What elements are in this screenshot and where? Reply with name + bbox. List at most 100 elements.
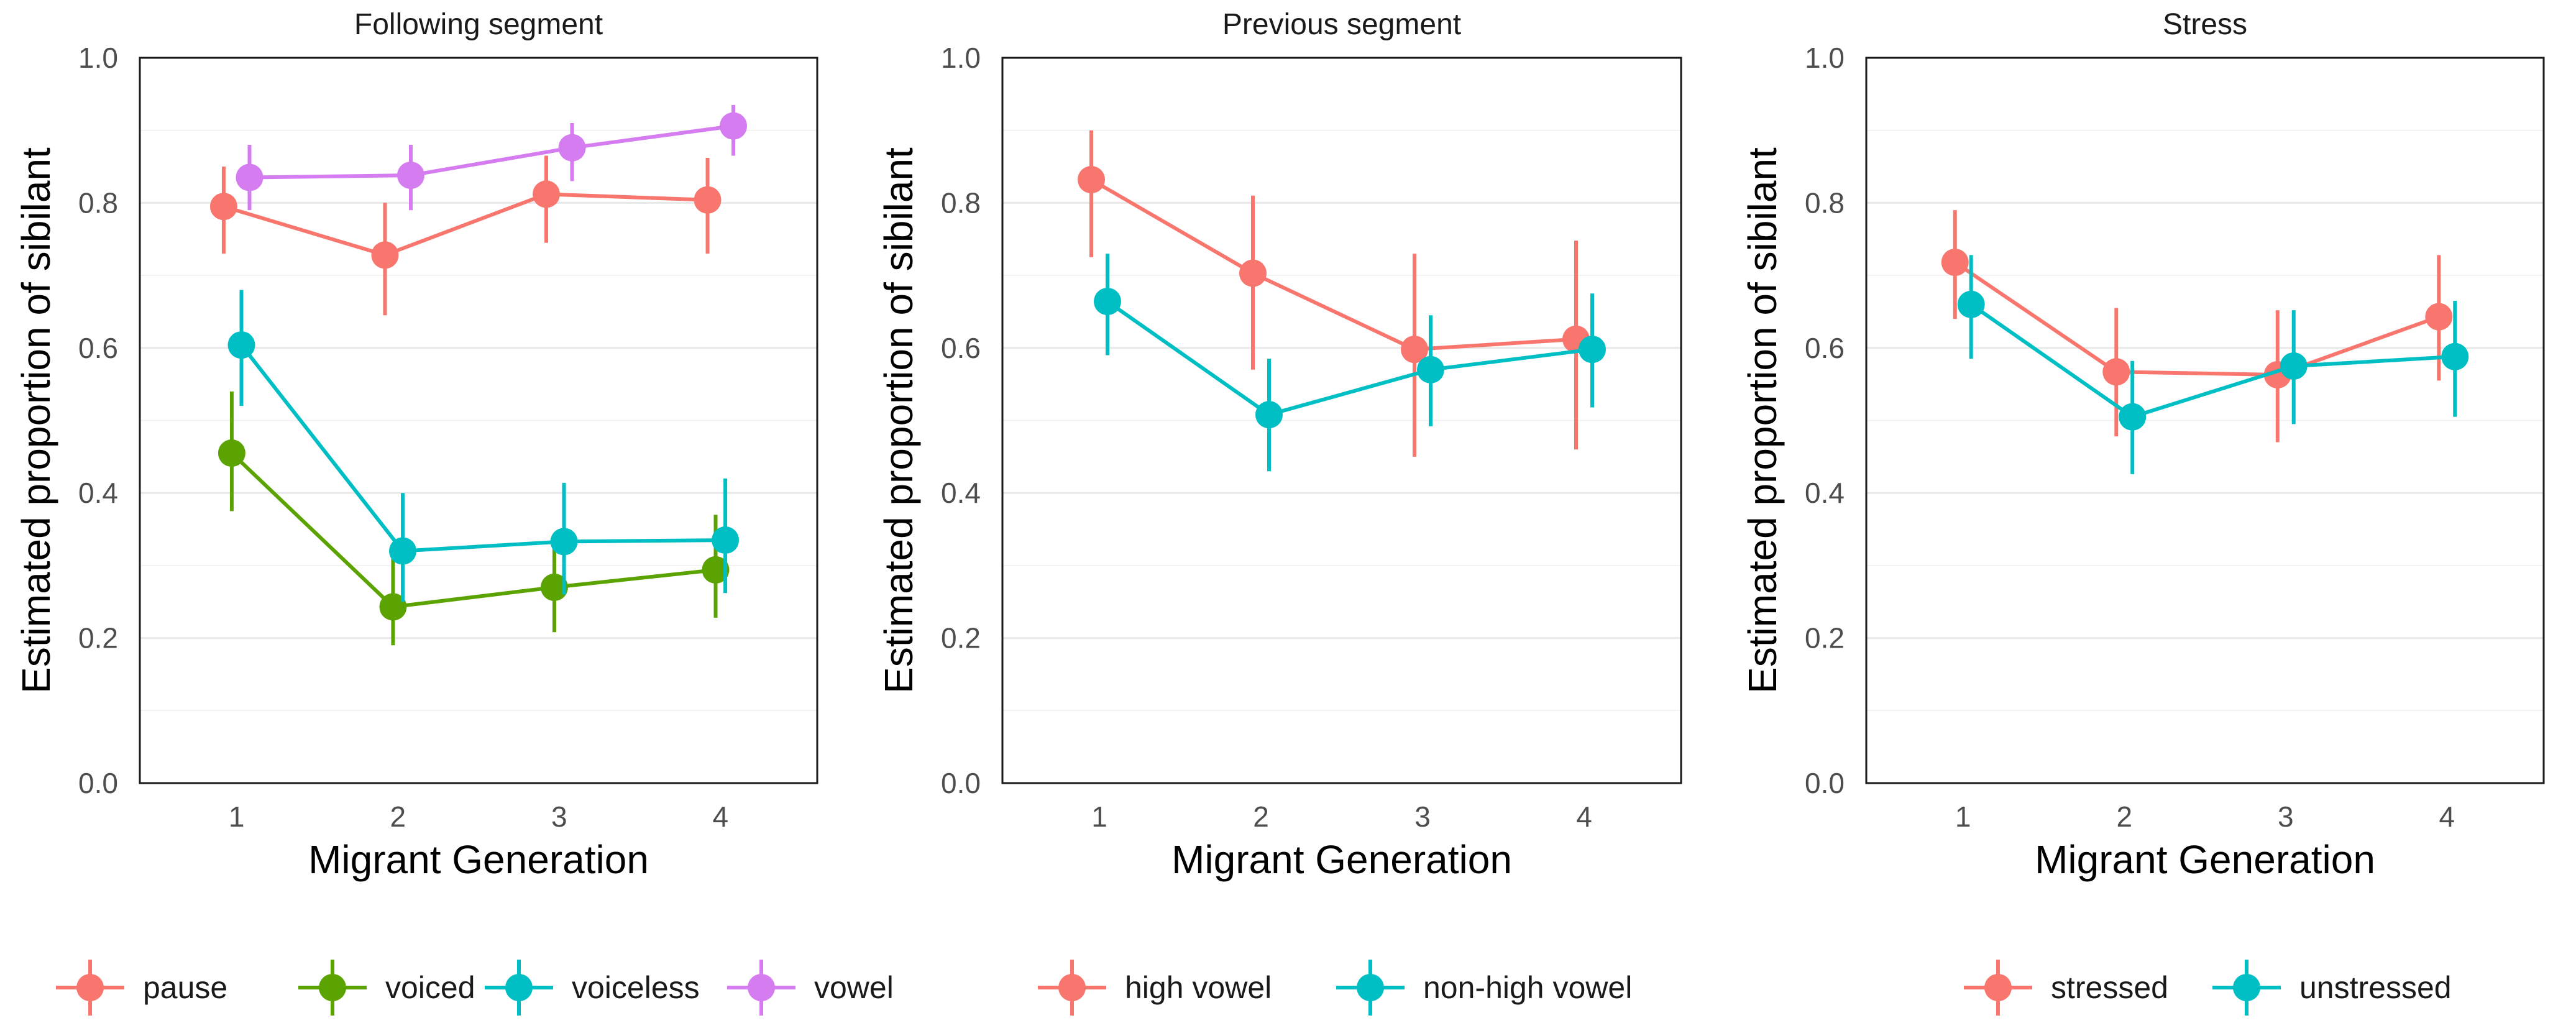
series-line: [1106, 300, 1593, 417]
legend-key: [1336, 960, 1405, 1016]
y-tick-label: 0.2: [1805, 622, 1845, 654]
legend-key-point: [748, 974, 775, 1001]
series-voiceless: [227, 290, 740, 602]
data-point: [1579, 336, 1606, 364]
legend-key-point: [76, 974, 104, 1001]
x-tick-label: 4: [1576, 801, 1592, 833]
legend-key: [1038, 960, 1106, 1016]
series-line: [230, 451, 716, 609]
series-unstressed: [1957, 255, 2469, 474]
data-point: [2441, 342, 2469, 370]
y-tick-label: 0.4: [78, 477, 118, 509]
data-point: [227, 331, 255, 359]
y-tick-label: 0.2: [941, 622, 981, 654]
legend-label: pause: [143, 970, 227, 1005]
legend-key-point: [1984, 974, 2012, 1001]
legend-key: [485, 960, 553, 1016]
data-point: [720, 112, 748, 140]
y-tick-label: 1.0: [1805, 42, 1845, 74]
data-point: [1094, 288, 1121, 316]
data-point: [533, 180, 560, 208]
series-line: [249, 124, 734, 180]
y-tick-label: 1.0: [78, 42, 118, 74]
x-tick-label: 1: [1091, 801, 1107, 833]
y-tick-label: 0.8: [1805, 186, 1845, 219]
data-point: [397, 162, 424, 190]
legend-label: vowel: [814, 970, 894, 1005]
data-point: [1255, 401, 1283, 429]
x-tick-label: 2: [390, 801, 406, 833]
data-point: [540, 573, 568, 601]
panel-title: Stress: [2163, 8, 2247, 41]
y-tick-label: 0.0: [941, 767, 981, 799]
y-axis-title: Estimated proportion of sibilant: [876, 147, 921, 694]
legend-panel-3: stressed unstressed: [1964, 960, 2452, 1016]
x-tick-label: 4: [712, 801, 728, 833]
x-tick-label: 2: [2116, 801, 2132, 833]
chart-panel-2: Previous segment 0.0 0.2 0.4 0.6 0.8 1.0 1 2 3 4 Mi…: [876, 8, 1682, 1016]
data-point: [236, 163, 264, 191]
data-point: [712, 526, 740, 554]
panel-border: [139, 57, 818, 784]
y-tick-label: 0.4: [1805, 477, 1845, 509]
y-tick-label: 0.6: [941, 332, 981, 364]
x-tick-label: 3: [551, 801, 567, 833]
y-tick-label: 0.8: [941, 186, 981, 219]
series-non-high-vowel: [1094, 254, 1606, 472]
data-point: [550, 528, 578, 556]
x-tick-label: 3: [2278, 801, 2294, 833]
y-axis-title: Estimated proportion of sibilant: [14, 147, 58, 694]
series-line: [1954, 260, 2440, 377]
legend-key-point: [1058, 974, 1086, 1001]
data-point: [1239, 259, 1267, 287]
data-point: [2119, 403, 2147, 431]
legend-panel-2: high vowel non-high vowel: [1038, 960, 1632, 1016]
legend-key: [727, 960, 795, 1016]
x-tick-label: 2: [1253, 801, 1269, 833]
panel-border: [1001, 57, 1682, 784]
series-high-vowel: [1078, 130, 1590, 457]
legend-key: [56, 960, 124, 1016]
legend-key: [298, 960, 367, 1016]
legend-key-point: [2233, 974, 2260, 1001]
x-tick-label: 3: [1414, 801, 1431, 833]
series-vowel: [236, 104, 748, 211]
y-tick-label: 0.0: [78, 767, 118, 799]
legend-key-point: [319, 974, 346, 1001]
y-tick-label: 0.0: [1805, 767, 1845, 799]
chart-panel-3: Stress 0.0 0.2 0.4 0.6 0.8 1.0 1 2 3 4 Migrant Gene…: [1740, 8, 2545, 1016]
data-point: [218, 439, 245, 467]
data-point: [702, 556, 730, 584]
x-axis-title: Migrant Generation: [2035, 837, 2375, 882]
data-point: [694, 186, 722, 214]
y-tick-label: 0.8: [78, 186, 118, 219]
series-line: [1090, 178, 1577, 352]
series-line: [223, 192, 708, 257]
data-point: [379, 593, 407, 621]
data-point: [1957, 290, 1985, 318]
legend-label: voiceless: [572, 970, 700, 1005]
legend-label: high vowel: [1125, 970, 1272, 1005]
series-line: [1969, 303, 2455, 419]
legend-label: stressed: [2051, 970, 2168, 1005]
series-voiced: [218, 391, 730, 646]
x-tick-label: 1: [229, 801, 245, 833]
legend-label: non-high vowel: [1423, 970, 1632, 1005]
y-tick-label: 1.0: [941, 42, 981, 74]
y-tick-label: 0.6: [1805, 332, 1845, 364]
legend-key: [2212, 960, 2281, 1016]
data-point: [371, 241, 399, 269]
x-axis-title: Migrant Generation: [308, 837, 649, 882]
x-tick-label: 4: [2439, 801, 2455, 833]
x-axis-title: Migrant Generation: [1171, 837, 1512, 882]
panel-title: Previous segment: [1222, 8, 1461, 41]
x-tick-label: 1: [1955, 801, 1971, 833]
data-point: [389, 537, 417, 565]
panel-border: [1865, 57, 2545, 784]
y-axis-title: Estimated proportion of sibilant: [1740, 147, 1785, 694]
legend-key-point: [505, 974, 533, 1001]
data-point: [2102, 358, 2130, 386]
data-point: [2280, 352, 2308, 380]
chart-panel-1: Following segment 0.0 0.2 0.4 0.6 0.8 1.0 1 2 3 4 M…: [14, 8, 894, 1016]
